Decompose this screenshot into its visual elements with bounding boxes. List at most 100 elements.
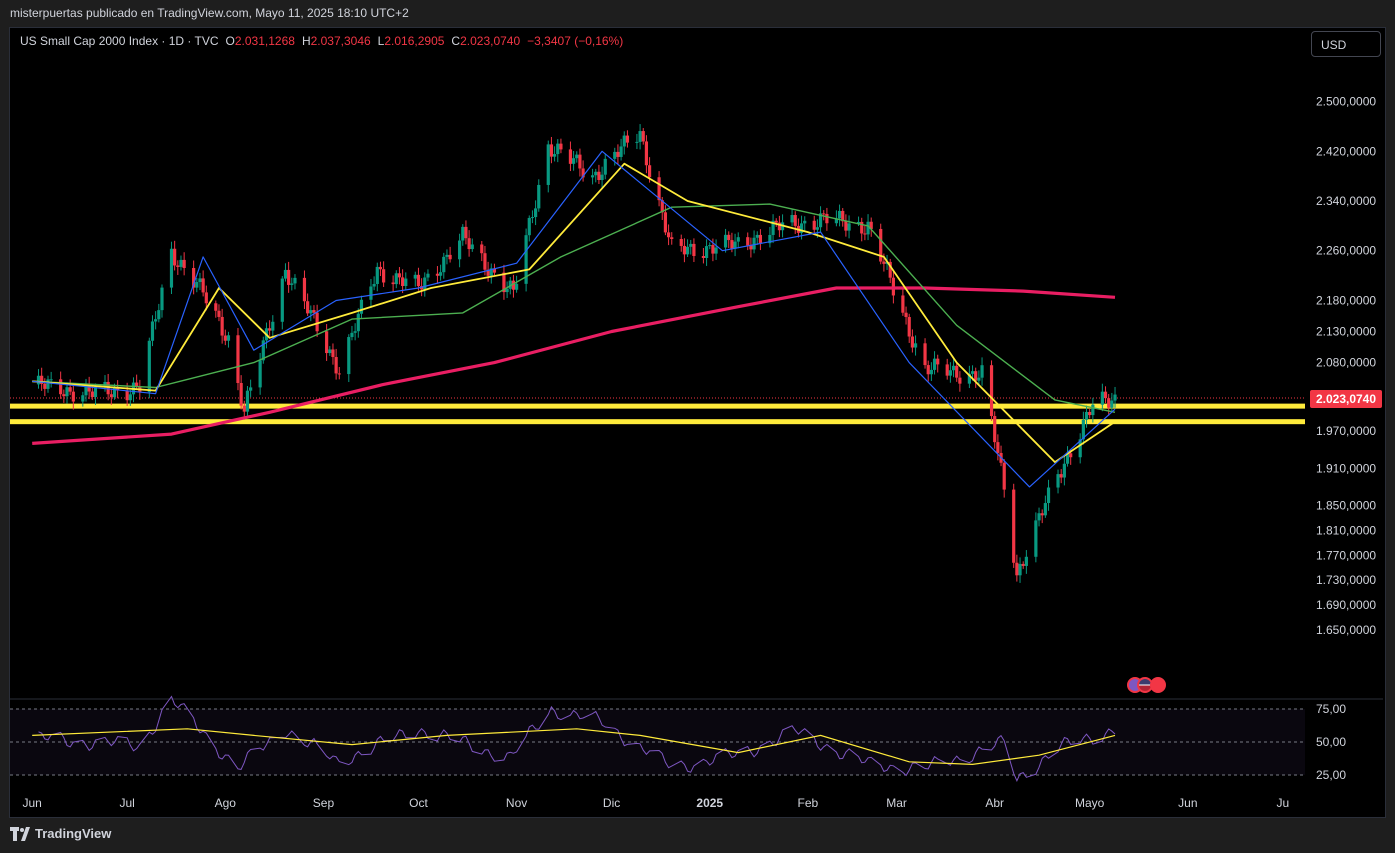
candle-down [812, 220, 816, 230]
candle-up [1046, 487, 1051, 504]
tradingview-icon [10, 826, 30, 841]
candle-down [1040, 513, 1044, 516]
candle-up [932, 358, 937, 370]
candle-up [394, 273, 398, 285]
candle-up [571, 158, 576, 164]
candle-up [685, 246, 690, 255]
candle-down [901, 295, 905, 313]
candle-down [910, 336, 914, 348]
candle-up [356, 313, 360, 332]
candle-up [856, 221, 861, 224]
y-axis-tick-label: 2.080,0000 [1316, 356, 1376, 370]
y-axis-tick-label: 1.650,0000 [1316, 623, 1376, 637]
y-axis-tick-label: 1.970,0000 [1316, 424, 1376, 438]
candle-down [549, 144, 554, 157]
candle-down [958, 377, 962, 384]
candle-up [404, 278, 408, 287]
support-band-line [10, 419, 1305, 425]
candle-up [154, 319, 158, 322]
candle-up [375, 266, 379, 284]
candle-up [81, 395, 85, 402]
candle-up [1091, 404, 1095, 416]
candle-down [467, 238, 471, 250]
candle-down [59, 379, 63, 395]
candle-down [87, 384, 91, 392]
candle-up [195, 282, 199, 288]
brand-name: TradingView [35, 826, 112, 841]
candle-up [160, 287, 164, 311]
candle-up [1037, 513, 1041, 521]
candle-down [109, 394, 113, 398]
x-axis-tick-label: Sep [313, 796, 335, 810]
candle-up [1056, 474, 1060, 488]
candle-down [682, 245, 687, 255]
candle-up [103, 381, 107, 387]
y-axis-tick-label: 2.180,0000 [1316, 293, 1376, 307]
candle-up [1034, 520, 1038, 557]
rsi-axis-tick-label: 50,00 [1316, 735, 1346, 749]
candle-up [590, 175, 595, 178]
candle-up [445, 254, 449, 257]
candle-down [597, 171, 601, 181]
candle-up [1078, 439, 1082, 458]
publisher-bar: misterpuertas publicado en TradingView.c… [0, 0, 1395, 27]
candle-up [866, 221, 870, 235]
y-axis-tick-label: 2.500,0000 [1316, 95, 1376, 109]
y-axis-tick-label: 2.130,0000 [1316, 325, 1376, 339]
candle-down [486, 269, 490, 276]
candle-down [1021, 563, 1025, 566]
tradingview-logo[interactable]: TradingView [10, 826, 111, 841]
currency-button[interactable]: USD [1311, 31, 1381, 57]
low-label: L [377, 34, 385, 48]
candle-down [692, 243, 696, 256]
candle-down [391, 282, 395, 285]
candle-up [967, 373, 971, 384]
candle-down [746, 237, 750, 246]
open-label: O [225, 34, 235, 48]
candle-up [49, 379, 53, 381]
candle-down [679, 238, 683, 246]
y-axis-tick-label: 1.730,0000 [1316, 573, 1376, 587]
candle-up [1024, 556, 1028, 566]
candle-up [505, 288, 509, 293]
candle-down [1015, 562, 1019, 576]
candle-up [442, 256, 446, 273]
candle-up [426, 273, 430, 278]
candle-up [369, 286, 373, 300]
x-axis-tick-label: Abr [985, 796, 1004, 810]
candle-down [578, 154, 582, 169]
candle-up [261, 340, 265, 361]
symbol-name[interactable]: US Small Cap 2000 Index · 1D · TVC [20, 34, 219, 48]
candle-down [62, 394, 66, 397]
candle-up [815, 227, 819, 230]
candle-up [169, 248, 174, 288]
x-axis-tick-label: Jul [119, 796, 134, 810]
candle-down [822, 213, 826, 215]
candle-down [239, 382, 243, 406]
sma-200-line [32, 286, 1116, 445]
candle-up [977, 377, 981, 381]
candle-down [71, 391, 75, 402]
candle-up [530, 217, 535, 219]
candle-up [65, 387, 69, 397]
candle-up [157, 310, 161, 320]
candle-down [502, 272, 506, 293]
candle-up [980, 365, 984, 378]
candle-down [334, 357, 338, 374]
candle-up [603, 158, 607, 175]
candle-down [223, 335, 227, 341]
rsi-line [38, 695, 1116, 783]
candle-down [1012, 489, 1016, 563]
us-flag-icon[interactable] [1150, 677, 1166, 693]
high-value: 2.037,3046 [310, 34, 371, 48]
open-value: 2.031,1268 [234, 34, 295, 48]
candle-down [1103, 391, 1108, 399]
candle-up [948, 370, 952, 376]
candle-up [847, 223, 851, 231]
candle-down [793, 215, 797, 226]
y-axis-tick-label: 1.810,0000 [1316, 523, 1376, 537]
x-axis-tick-label: Ju [1276, 796, 1289, 810]
candle-up [1062, 463, 1066, 478]
candle-up [309, 310, 313, 314]
